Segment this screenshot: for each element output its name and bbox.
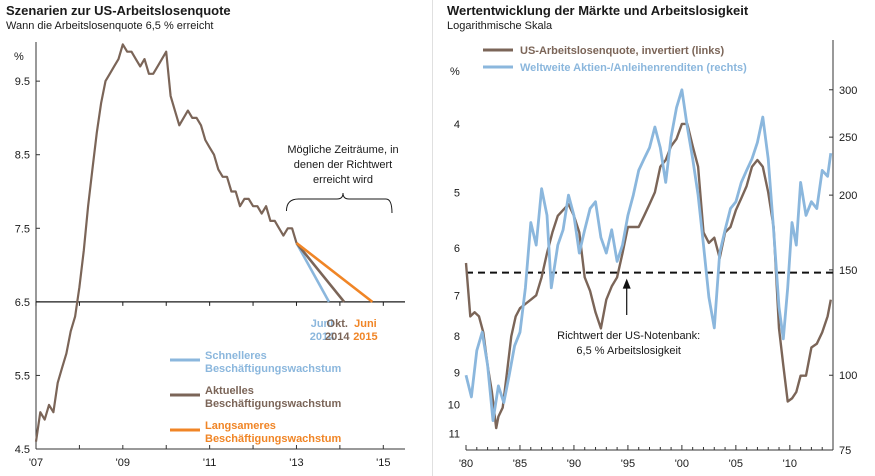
right-right-tick-label: 200	[839, 190, 857, 202]
right-right-tick-label: 75	[839, 445, 851, 457]
scenario-end-label-month: Juni	[354, 318, 377, 330]
annotation-text: Mögliche Zeiträume, in	[287, 144, 398, 156]
right-annotation-text: 6,5 % Arbeitslosigkeit	[576, 345, 681, 357]
left-x-tick-label: '13	[289, 457, 303, 469]
annotation-text: erreicht wird	[313, 174, 373, 186]
scenario-line-slower	[295, 241, 374, 303]
right-right-tick-label: 150	[839, 265, 857, 277]
right-x-tick-label: '95	[621, 458, 635, 470]
left-y-tick-label: 8.5	[15, 150, 30, 162]
right-left-tick-label: 10	[448, 400, 460, 412]
left-y-tick-label: 6.5	[15, 297, 30, 309]
scenario-line-faster	[295, 242, 331, 303]
right-chart-title: Wertentwicklung der Märkte und Arbeitslo…	[447, 3, 749, 18]
right-chart-subtitle: Logarithmische Skala	[447, 20, 553, 32]
scenario-end-label-month: Okt.	[327, 318, 348, 330]
left-y-unit-label: %	[14, 51, 24, 63]
left-actual-unemployment-line	[34, 43, 298, 442]
right-x-tick-label: '90	[567, 458, 581, 470]
scenario-end-label-year: 2015	[353, 331, 377, 343]
scenario-end-label-month: Juni	[311, 318, 334, 330]
scenario-line-actual	[295, 242, 346, 303]
right-chart-panel: Wertentwicklung der Märkte und Arbeitslo…	[438, 0, 875, 476]
left-y-tick-label: 9.5	[15, 76, 30, 88]
right-series-line-right	[464, 88, 833, 422]
scenario-end-label-year: 2014	[310, 331, 335, 343]
right-left-unit-label: %	[450, 66, 460, 78]
right-left-tick-label: 8	[454, 331, 460, 343]
left-chart-subtitle: Wann die Arbeitslosenquote 6,5 % erreich…	[6, 20, 214, 32]
legend-label-line1: Aktuelles	[205, 385, 254, 397]
right-legend-label: Weltweite Aktien-/Anleihenrenditen (rech…	[520, 62, 747, 74]
left-chart-panel: Szenarien zur US-Arbeitslosenquote Wann …	[0, 0, 430, 476]
right-left-tick-label: 7	[454, 290, 460, 302]
right-left-tick-label: 6	[454, 243, 460, 255]
right-x-tick-label: '10	[783, 458, 797, 470]
left-x-tick-label: '11	[203, 457, 217, 469]
legend-label-line2: Beschäftigungswachstum	[205, 363, 342, 375]
scenario-end-label-year: 2014	[325, 331, 350, 343]
legend-label-line1: Langsameres	[205, 420, 276, 432]
legend-label-line2: Beschäftigungswachstum	[205, 398, 342, 410]
right-annotation-text: Richtwert der US-Notenbank:	[557, 330, 700, 342]
left-chart-title: Szenarien zur US-Arbeitslosenquote	[6, 3, 231, 18]
right-left-tick-label: 4	[454, 119, 460, 131]
right-chart-plot: % 4 5 6 7 8 9 10 11 75 100 150 200 250 300 '80 '85 '90 '95…	[448, 40, 857, 470]
right-left-tick-label: 11	[449, 429, 460, 441]
annotation-bracket	[285, 192, 393, 214]
right-x-tick-label: '80	[459, 458, 473, 470]
legend-label-line2: Beschäftigungswachstum	[205, 433, 342, 445]
right-right-tick-label: 250	[839, 132, 857, 144]
left-x-tick-label: '09	[116, 457, 130, 469]
panel-divider	[432, 0, 433, 476]
right-annotation-arrowhead	[622, 278, 631, 289]
right-legend-label: US-Arbeitslosenquote, invertiert (links)	[520, 45, 724, 57]
left-y-tick-label: 7.5	[15, 223, 30, 235]
annotation-text: denen der Richtwert	[294, 159, 392, 171]
right-right-tick-label: 300	[839, 85, 857, 97]
legend-label-line1: Schnelleres	[205, 350, 267, 362]
left-x-tick-label: '15	[376, 457, 390, 469]
left-y-tick-label: 4.5	[15, 444, 30, 456]
left-chart-plot: %4.55.56.57.58.59.5'07'09'11'13'15Juni20…	[14, 42, 405, 469]
right-right-tick-label: 100	[839, 370, 857, 382]
right-x-tick-label: '85	[513, 458, 527, 470]
right-x-tick-label: '05	[729, 458, 743, 470]
right-x-tick-label: '00	[675, 458, 689, 470]
left-x-tick-label: '07	[29, 457, 43, 469]
left-y-tick-label: 5.5	[15, 370, 30, 382]
right-left-tick-label: 5	[454, 187, 460, 199]
right-left-tick-label: 9	[454, 367, 460, 379]
